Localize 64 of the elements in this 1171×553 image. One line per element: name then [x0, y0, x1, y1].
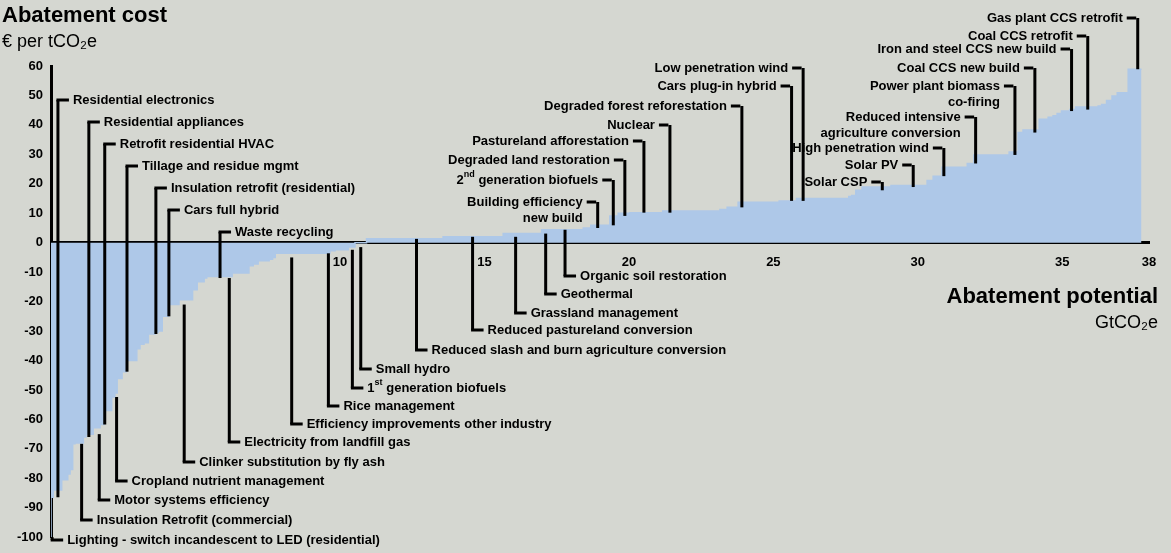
y-tick-label: 30	[28, 145, 43, 161]
annotation: Reduced slash and burn agriculture conversion	[431, 341, 727, 357]
annotation: Tillage and residue mgmt	[141, 157, 300, 173]
annotation: Geothermal	[560, 285, 633, 301]
annotation: Cars full hybrid	[183, 201, 280, 217]
annotation: Coal CCS new build	[897, 59, 1020, 75]
annotation: Efficiency improvements other industry	[306, 415, 553, 431]
x-tick-label: 15	[477, 254, 492, 270]
x-tick-label: 30	[910, 254, 926, 270]
annotation: Residential appliances	[103, 113, 245, 129]
y-axis-title: € per tCO₂e	[2, 31, 98, 52]
y-tick-label: -30	[24, 322, 43, 338]
annotation: Grassland management	[530, 304, 679, 320]
y-tick-label: -80	[24, 469, 43, 485]
annotation: Insulation Retrofit (commercial)	[96, 511, 293, 527]
annotation: Clinker substitution by fly ash	[199, 453, 385, 469]
y-tick-label: -50	[24, 381, 43, 397]
y-tick-label: -20	[24, 293, 43, 309]
annotation: Degraded land restoration	[448, 151, 610, 167]
annotation: Degraded forest reforestation	[544, 97, 727, 113]
x-axis-title: Abatement potential	[946, 283, 1158, 309]
y-tick-label: 60	[28, 57, 43, 73]
annotation: Nuclear	[607, 116, 655, 132]
annotation: Lighting - switch incandescent to LED (residential)	[67, 531, 380, 547]
annotation: Motor systems efficiency	[114, 491, 271, 507]
y-tick-label: -40	[24, 352, 43, 368]
annotation: Power plant biomass co-firing	[869, 77, 1000, 109]
annotation: Cropland nutrient management	[131, 472, 326, 488]
annotation: Building efficiency new build	[467, 193, 584, 225]
y-tick-label: 50	[28, 87, 43, 103]
annotation: Coal CCS retrofit	[968, 27, 1074, 43]
annotation: Iron and steel CCS new build	[877, 40, 1057, 56]
chart-title: Abatement cost	[2, 2, 168, 28]
annotation: GtCO₂e	[1095, 312, 1158, 333]
annotation: Electricity from landfill gas	[244, 433, 411, 449]
annotation: Retrofit residential HVAC	[119, 135, 275, 151]
y-tick-label: -10	[24, 263, 43, 279]
annotation: Reduced pastureland conversion	[487, 321, 693, 337]
annotation: Solar PV	[844, 156, 899, 172]
annotation: Organic soil restoration	[580, 267, 727, 283]
x-tick-label: 25	[766, 254, 781, 270]
annotation: Cars plug-in hybrid	[657, 77, 777, 93]
annotation: Solar CSP	[804, 173, 868, 189]
annotation: Pastureland afforestation	[472, 132, 629, 148]
annotation: Insulation retrofit (residential)	[170, 179, 356, 195]
x-tick-label: 10	[332, 254, 348, 270]
annotation: Small hydro	[375, 360, 451, 376]
y-tick-label: -100	[16, 528, 43, 544]
annotation: Residential electronics	[72, 91, 215, 107]
annotation: Low penetration wind	[654, 59, 789, 75]
x-tick-label: 35	[1055, 254, 1070, 270]
y-tick-label: 10	[28, 204, 43, 220]
y-tick-label: 40	[28, 116, 43, 132]
annotation: Rice management	[343, 397, 456, 413]
y-tick-label: 20	[28, 175, 43, 191]
x-tick-label: 38	[1141, 254, 1157, 270]
y-tick-label: -60	[24, 410, 43, 426]
y-tick-label: -90	[24, 499, 43, 515]
annotation: Reduced intensive agriculture conversion	[820, 108, 961, 140]
y-tick-label: 0	[35, 234, 43, 250]
annotation: Gas plant CCS retrofit	[986, 9, 1124, 25]
y-tick-label: -70	[24, 440, 43, 456]
annotation: Waste recycling	[235, 223, 334, 239]
x-tick-label: 20	[621, 254, 637, 270]
